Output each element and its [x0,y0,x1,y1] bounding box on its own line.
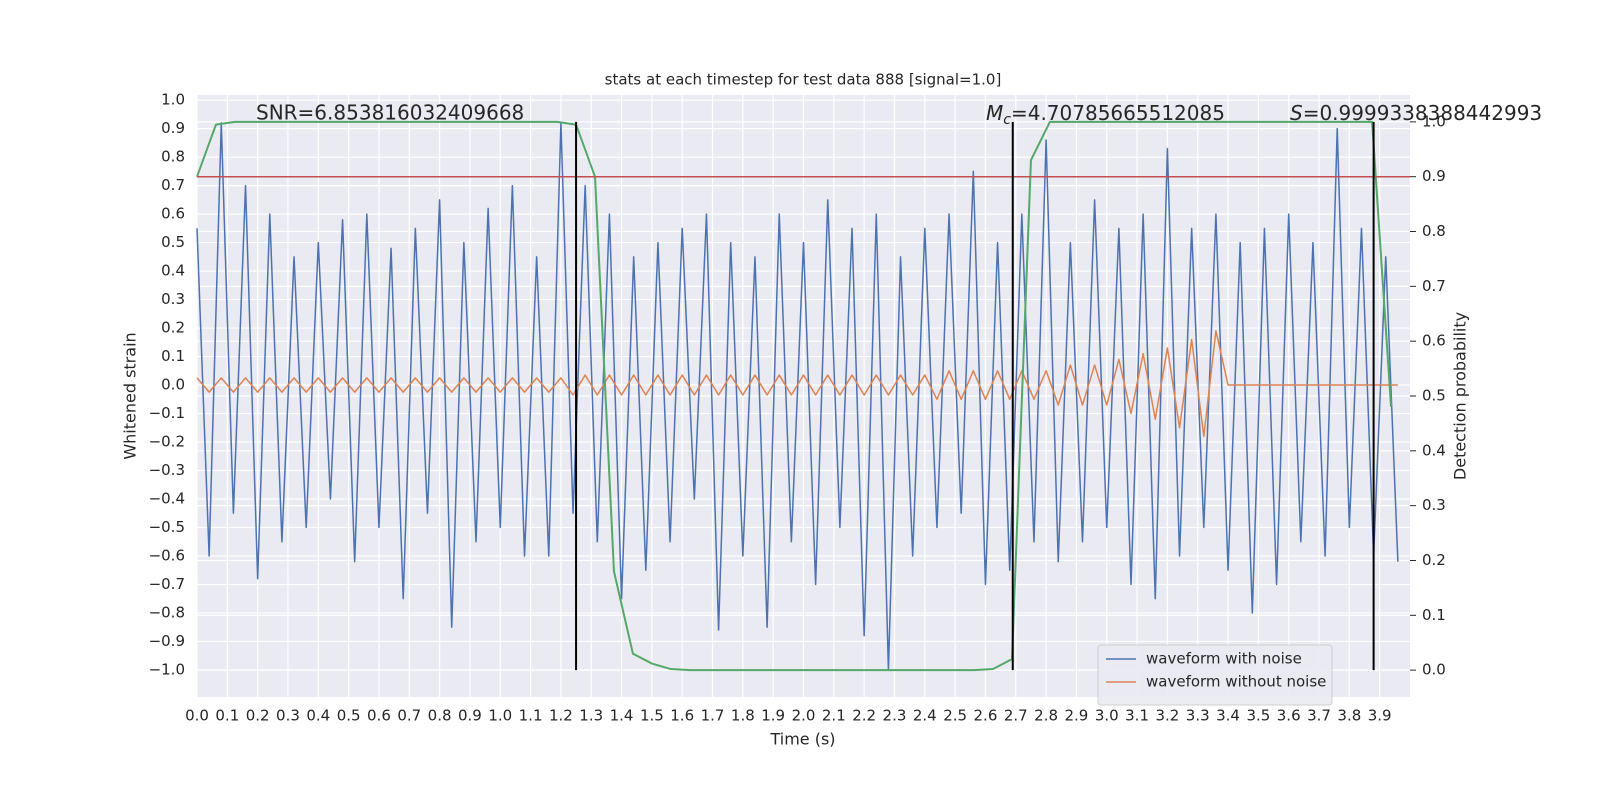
series-line [196,330,1398,438]
x-tick-label: 0.1 [215,707,239,725]
mc-symbol: M [986,101,1003,125]
y-tick-label: 0.1 [161,347,185,365]
x-tick-label: 0.3 [276,707,300,725]
y2-tick-label: 0.3 [1422,496,1446,514]
x-tick-label: 3.5 [1246,707,1270,725]
x-tick-label: 0.5 [337,707,361,725]
s-value: =0.9999338388442993 [1303,101,1542,125]
y2-tick-label: 1.0 [1422,112,1446,130]
x-axis-label: Time (s) [769,730,835,749]
y-tick-label: 0.0 [161,376,185,394]
x-tick-label: 3.8 [1337,707,1361,725]
y-tick-label: 0.2 [161,319,185,337]
y-tick-label: −0.4 [149,489,185,507]
mc-annotation: Mc=4.70785665512085 [986,101,1225,129]
x-tick-label: 1.4 [610,707,634,725]
y2-tick-label: 0.5 [1422,387,1446,405]
x-tick-label: 0.6 [367,707,391,725]
chart-title: stats at each timestep for test data 888… [605,71,1002,89]
x-tick-label: 0.2 [246,707,270,725]
x-tick-label: 3.1 [1125,707,1149,725]
x-tick-label: 0.8 [428,707,452,725]
x-tick-label: 3.2 [1155,707,1179,725]
s-annotation: S=0.9999338388442993 [1290,101,1542,125]
x-tick-label: 3.7 [1307,707,1331,725]
y2-tick-label: 0.7 [1422,277,1446,295]
x-tick-label: 2.6 [974,707,998,725]
y2-axis-label: Detection probability [1451,312,1470,480]
x-tick-label: 1.6 [670,707,694,725]
mc-subscript: c [1003,112,1011,128]
y-tick-label: −0.5 [149,518,185,536]
x-tick-label: 2.2 [852,707,876,725]
y2-tick-label: 0.6 [1422,332,1446,350]
x-tick-label: 2.1 [822,707,846,725]
x-tick-label: 2.0 [792,707,816,725]
x-tick-label: 3.6 [1277,707,1301,725]
y-tick-label: 0.7 [161,176,185,194]
y-tick-label: −0.6 [149,546,185,564]
x-tick-label: 0.4 [306,707,330,725]
x-tick-label: 0.9 [458,707,482,725]
x-tick-label: 3.3 [1186,707,1210,725]
y-tick-label: 0.9 [161,119,185,137]
y-tick-label: −0.2 [149,433,185,451]
x-tick-label: 0.0 [185,707,209,725]
y2-tick-label: 0.4 [1422,441,1446,459]
s-symbol: S [1290,101,1303,125]
x-tick-label: 1.0 [488,707,512,725]
legend-label: waveform with noise [1146,650,1302,668]
y-tick-label: 0.4 [161,262,185,280]
x-tick-label: 2.4 [913,707,937,725]
y-tick-label: 0.6 [161,205,185,223]
x-tick-label: 1.8 [731,707,755,725]
x-tick-label: 3.9 [1368,707,1392,725]
x-tick-label: 3.4 [1216,707,1240,725]
y2-tick-label: 0.2 [1422,551,1446,569]
x-tick-label: 1.9 [761,707,785,725]
y-tick-label: 0.3 [161,290,185,308]
x-tick-label: 2.9 [1064,707,1088,725]
y-tick-label: −0.7 [149,575,185,593]
legend-label: waveform without noise [1146,673,1326,691]
y-tick-label: −0.3 [149,461,185,479]
x-tick-label: 2.3 [883,707,907,725]
y2-tick-label: 0.0 [1422,661,1446,679]
y-tick-label: 1.0 [161,91,185,109]
x-tick-label: 3.0 [1095,707,1119,725]
y2-tick-label: 0.1 [1422,606,1446,624]
y-axis-label: Whitened strain [121,332,140,459]
y-tick-label: −0.1 [149,404,185,422]
mc-value: =4.70785665512085 [1011,101,1225,125]
y2-tick-label: 0.9 [1422,167,1446,185]
series-line [196,120,1393,672]
x-tick-label: 2.7 [1004,707,1028,725]
x-tick-label: 1.1 [519,707,543,725]
x-tick-label: 1.7 [701,707,725,725]
y-tick-label: 0.8 [161,148,185,166]
x-tick-label: 1.5 [640,707,664,725]
y-tick-label: −0.9 [149,632,185,650]
x-tick-label: 1.2 [549,707,573,725]
y2-tick-label: 0.8 [1422,222,1446,240]
y-tick-label: −0.8 [149,603,185,621]
x-tick-label: 2.8 [1034,707,1058,725]
y-tick-label: 0.5 [161,233,185,251]
legend-box [1097,644,1333,706]
y-tick-label: −1.0 [149,660,185,678]
series-line [196,122,1399,671]
snr-annotation: SNR=6.853816032409668 [256,101,524,125]
x-tick-label: 0.7 [397,707,421,725]
x-tick-label: 2.5 [943,707,967,725]
x-tick-label: 1.3 [579,707,603,725]
